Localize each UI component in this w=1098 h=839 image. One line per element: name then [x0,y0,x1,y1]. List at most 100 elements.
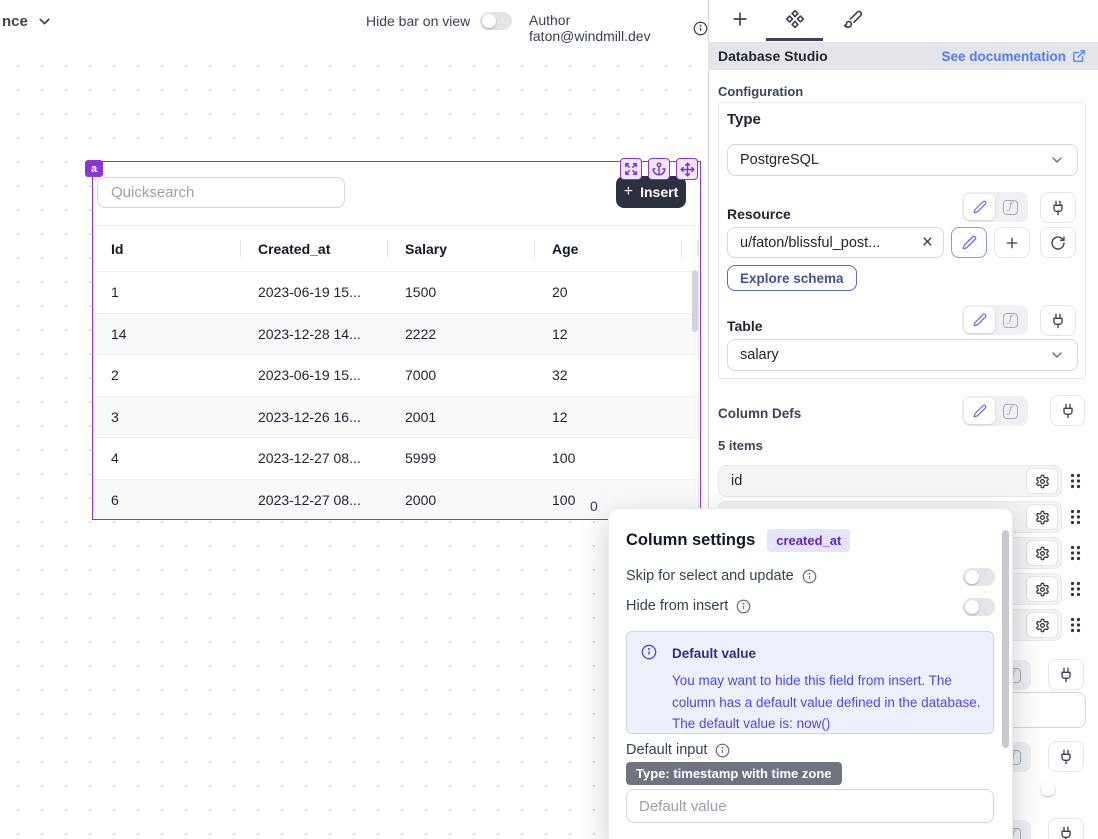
column-settings-button[interactable] [1026,468,1058,494]
explore-schema-button[interactable]: Explore schema [727,265,857,291]
resource-label: Resource [727,206,791,222]
static-mode-button[interactable] [964,398,995,424]
modal-title: Column settings [626,531,756,549]
default-input-row: Default input [626,742,730,758]
panel-header: Database Studio See documentation [708,42,1098,70]
anchor-button[interactable] [648,158,670,180]
resource-mode-toggle: ƒ [962,192,1028,222]
resource-add-button[interactable] [994,227,1030,258]
property-connect-button[interactable] [1048,659,1084,690]
column-header[interactable]: Id [94,226,241,271]
column-settings-button[interactable] [1026,540,1058,566]
expand-icon [624,162,638,176]
table-row[interactable]: 3 2023-12-26 16... 2001 12 [94,395,698,437]
property-connect-button[interactable] [1048,741,1084,772]
hide-from-insert-toggle[interactable] [963,598,995,616]
hide-bar-row: Hide bar on view [366,12,513,30]
tab-styling[interactable] [840,6,866,32]
hide-from-insert-row: Hide from insert [626,598,751,614]
table-row[interactable]: 2 2023-06-19 15... 7000 32 [94,354,698,396]
column-header[interactable]: Created_at [241,226,388,271]
resource-input[interactable]: u/faton/blissful_post... × [727,227,944,258]
modal-scrollbar[interactable] [1002,530,1009,748]
external-link-icon [1072,49,1086,63]
resource-refresh-button[interactable] [1040,227,1076,258]
type-select[interactable]: PostgreSQL [727,144,1078,176]
skip-select-toggle[interactable] [963,568,995,586]
info-icon[interactable] [802,569,817,584]
insert-button[interactable]: + Insert [616,176,686,208]
expand-button[interactable] [620,158,642,180]
table-row[interactable]: 4 2023-12-27 08... 5999 100 [94,437,698,479]
table-row[interactable]: 6 2023-12-27 08... 2000 100 [94,478,698,519]
hide-bar-toggle[interactable] [480,12,513,30]
column-defs-mode-toggle: ƒ [962,396,1028,426]
column-settings-button[interactable] [1026,504,1058,530]
column-def-item[interactable]: id [718,465,1062,497]
static-mode-button[interactable] [964,307,995,333]
fx-mode-button[interactable]: ƒ [995,194,1026,220]
info-icon[interactable] [715,743,730,758]
drag-handle[interactable] [1070,509,1081,525]
property-connect-button[interactable] [1048,818,1084,839]
gear-icon [1035,618,1050,633]
fx-icon: ƒ [1003,312,1018,328]
table-row[interactable]: 14 2023-12-28 14... 2222 12 [94,312,698,354]
static-mode-button[interactable] [964,194,995,220]
move-icon [680,162,695,177]
tab-add-component[interactable] [727,6,753,32]
panel-title: Database Studio [718,48,828,64]
gear-icon [1035,474,1050,489]
default-value-alert: Default value You may want to hide this … [626,631,994,734]
table-scrollbar[interactable] [692,270,698,332]
see-documentation-link[interactable]: See documentation [941,49,1086,64]
resource-connect-button[interactable] [1040,192,1076,223]
pencil-icon [973,404,987,418]
info-icon[interactable] [736,599,751,614]
column-settings-button[interactable] [1026,576,1058,602]
move-button[interactable] [676,158,698,180]
pencil-icon [962,235,977,250]
drag-handle[interactable] [1070,581,1081,597]
drag-handle[interactable] [1070,617,1081,633]
data-table: Id Created_at Salary Age 1 2023-06-19 15.… [93,225,699,519]
quicksearch-input[interactable] [97,177,345,208]
plug-icon [1050,200,1066,216]
brush-icon [843,9,863,29]
column-settings-button[interactable] [1026,612,1058,638]
table-connect-button[interactable] [1040,305,1076,336]
plug-icon [1060,403,1076,419]
pencil-icon [973,313,987,327]
refresh-icon [1050,235,1066,251]
info-icon [641,644,657,660]
column-name-badge: created_at [767,529,851,552]
fx-mode-button[interactable]: ƒ [995,307,1026,333]
table-header-row: Id Created_at Salary Age [94,226,698,271]
items-count: 5 items [718,438,763,453]
gear-icon [1035,510,1050,525]
plus-icon [730,9,750,29]
drag-handle[interactable] [1070,473,1081,489]
plug-icon [1058,749,1074,765]
app-name-menu[interactable]: nce [2,13,53,30]
table-label: Table [727,318,763,334]
fx-mode-button[interactable]: ƒ [995,398,1026,424]
clear-icon[interactable]: × [921,232,933,253]
type-label: Type [727,111,761,128]
column-header[interactable]: Age [535,226,682,271]
resource-edit-button[interactable] [951,227,987,258]
column-defs-connect-button[interactable] [1050,395,1085,426]
table-row[interactable]: 1 2023-06-19 15... 1500 20 [94,271,698,313]
column-header[interactable]: Salary [388,226,535,271]
tab-component-settings[interactable] [782,6,808,32]
table-select[interactable]: salary [727,339,1078,371]
plus-icon [1004,235,1020,251]
default-value-input[interactable] [626,789,994,823]
column-defs-label: Column Defs [718,406,802,421]
drag-handle[interactable] [1070,545,1081,561]
info-icon[interactable] [693,21,708,36]
column-type-badge: Type: timestamp with time zone [626,762,842,785]
insert-button-label: Insert [640,184,679,200]
component-id-badge: a [85,160,103,177]
